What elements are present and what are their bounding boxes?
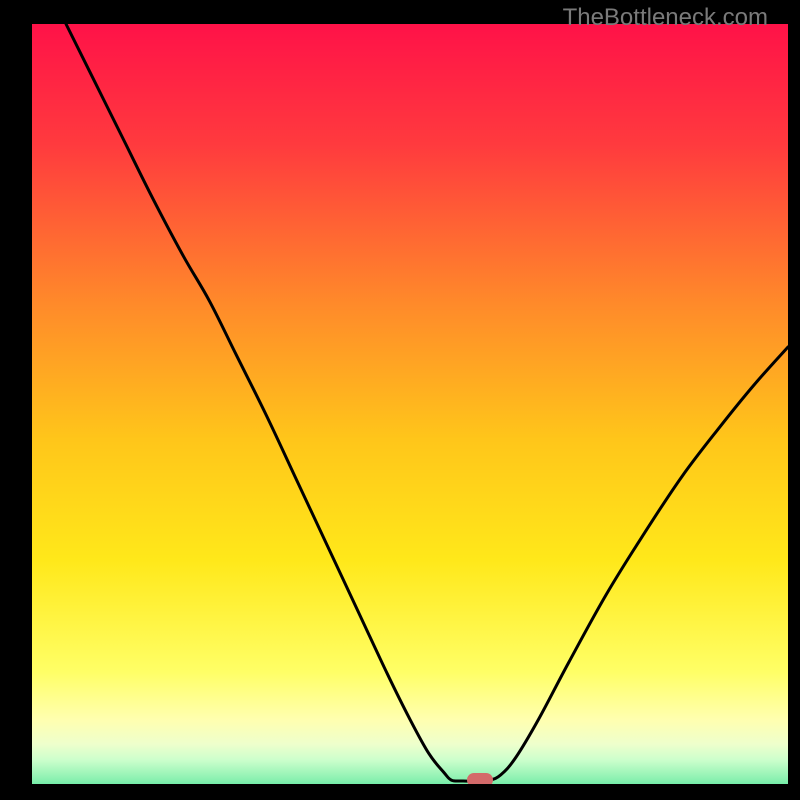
background-gradient <box>0 0 800 800</box>
chart-frame: TheBottleneck.com <box>0 0 800 800</box>
optimal-point-marker <box>467 773 493 787</box>
watermark-text: TheBottleneck.com <box>563 4 768 32</box>
